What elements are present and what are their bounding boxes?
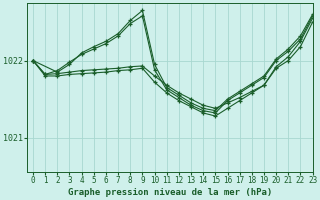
X-axis label: Graphe pression niveau de la mer (hPa): Graphe pression niveau de la mer (hPa): [68, 188, 272, 197]
